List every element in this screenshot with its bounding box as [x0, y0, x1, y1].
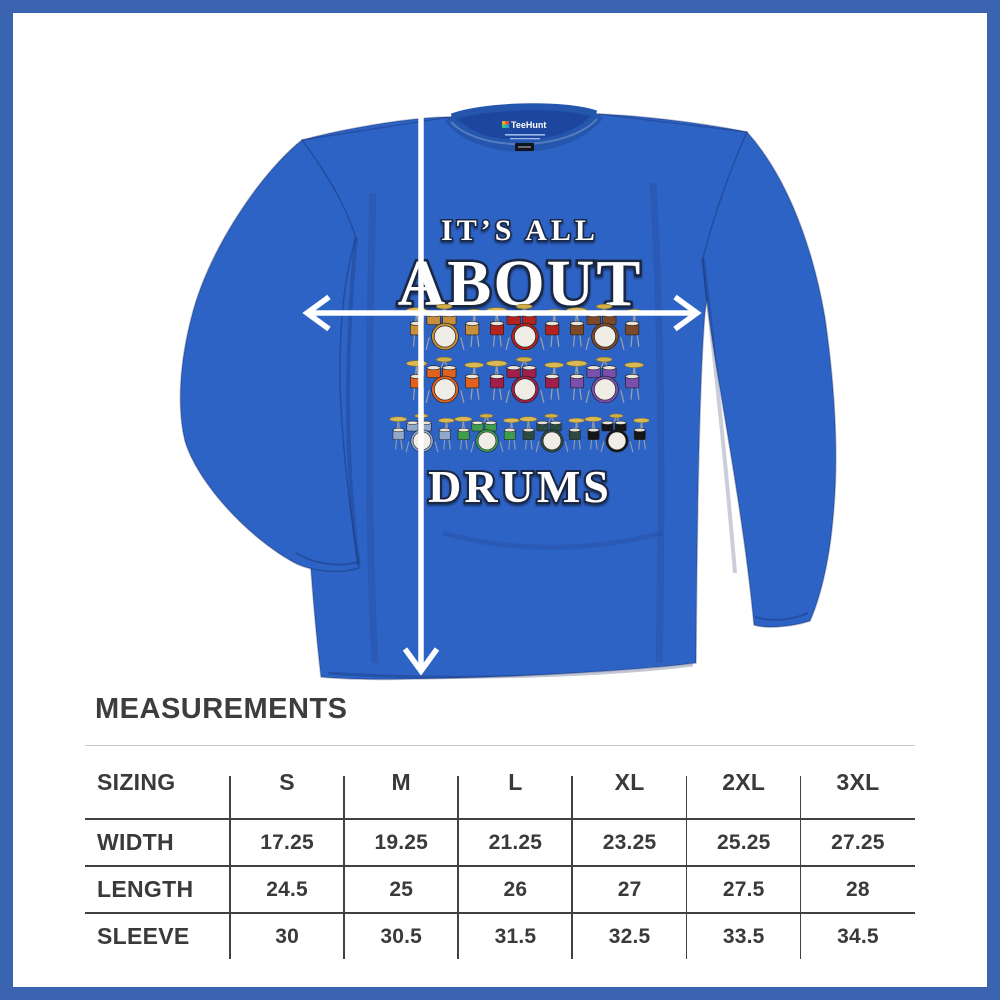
table-header-cell: M: [343, 746, 458, 818]
neck-opening: [452, 107, 596, 140]
right-sleeve-seam: [701, 257, 737, 574]
fabric-folds: [327, 182, 694, 679]
size-value: 17.25: [228, 820, 344, 865]
right-cuff-seam: [754, 612, 809, 621]
left-sleeve-seam: [346, 237, 361, 566]
arrowhead-down-icon: [402, 647, 440, 676]
left-cuff-seam: [295, 552, 359, 566]
brand-logo-icon: [502, 121, 509, 128]
table-header-cell: SIZING: [97, 768, 176, 795]
table-row-width: WIDTH 17.25 19.25 21.25 23.25 25.25 27.2…: [85, 818, 915, 865]
neck-label: TeeHunt: [502, 120, 546, 151]
label-fine-print-line: [510, 138, 540, 140]
size-value: 28: [799, 867, 915, 912]
table-header-cell: S: [228, 746, 344, 818]
size-value: 25: [343, 867, 458, 912]
table-row-sleeve: SLEEVE 30 30.5 31.5 32.5 33.5 34.5: [85, 912, 915, 959]
row-label: WIDTH: [97, 829, 174, 855]
size-value: 21.25: [457, 820, 572, 865]
table-row-length: LENGTH 24.5 25 26 27 27.5 28: [85, 865, 915, 912]
size-table: SIZING S M L XL 2XL 3XL WIDTH 17.25 19.2…: [85, 745, 915, 959]
measurements-title: MEASUREMENTS: [95, 693, 348, 725]
size-value: 30: [228, 914, 344, 959]
size-value: 33.5: [685, 914, 801, 959]
table-header-cell: 2XL: [685, 746, 801, 818]
size-tag-text-line: [518, 146, 531, 148]
design-line1: IT’S ALL: [441, 214, 599, 247]
table-header-row: SIZING S M L XL 2XL 3XL: [85, 745, 915, 818]
length-arrow: [402, 80, 440, 676]
arrowhead-up-icon: [402, 80, 440, 109]
table-header-cell: L: [457, 746, 572, 818]
size-value: 27.25: [799, 820, 915, 865]
measurement-arrows: [302, 80, 702, 676]
table-header-cell: XL: [571, 746, 686, 818]
design-line3: DRUMS: [428, 461, 612, 512]
width-arrow: [302, 294, 702, 332]
size-value: 31.5: [457, 914, 572, 959]
size-value: 24.5: [228, 867, 344, 912]
size-value: 34.5: [799, 914, 915, 959]
size-value: 32.5: [571, 914, 686, 959]
shoulder-seams: [301, 113, 748, 141]
brand-name: TeeHunt: [511, 120, 546, 130]
row-label: LENGTH: [97, 876, 194, 902]
size-value: 30.5: [343, 914, 458, 959]
back-collar-band: [450, 103, 598, 121]
arrowhead-left-icon: [302, 294, 331, 332]
size-value: 27: [571, 867, 686, 912]
size-value: 26: [457, 867, 572, 912]
label-fine-print-line: [505, 134, 545, 136]
size-value: 23.25: [571, 820, 686, 865]
row-label: SLEEVE: [97, 923, 190, 949]
table-header-cell: 3XL: [799, 746, 915, 818]
right-sleeve: [702, 130, 837, 628]
left-sleeve: [179, 138, 360, 573]
product-image: TeeHunt IT’S ALL ABOUT DRUMS: [179, 80, 837, 681]
arrowhead-right-icon: [673, 294, 702, 332]
size-value: 25.25: [685, 820, 801, 865]
size-value: 27.5: [685, 867, 801, 912]
size-value: 19.25: [343, 820, 458, 865]
